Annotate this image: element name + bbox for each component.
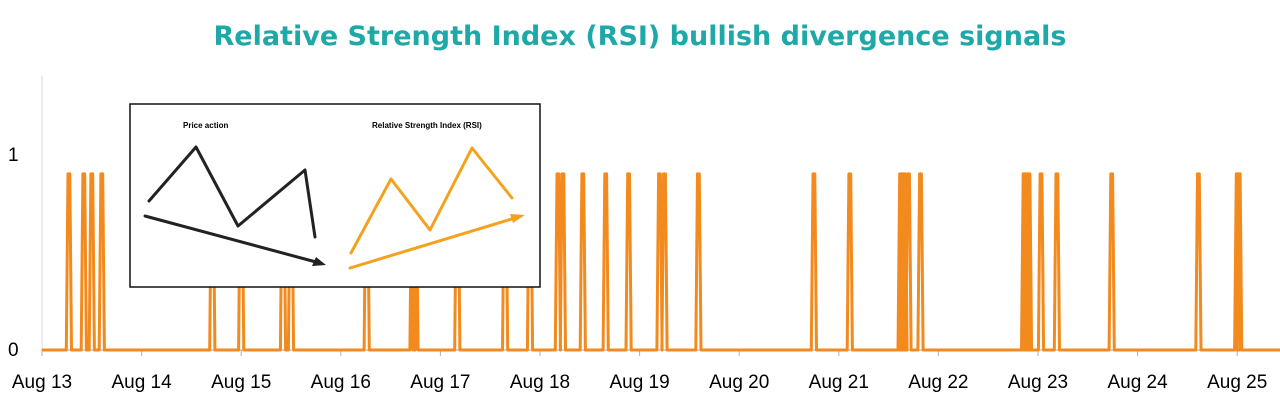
inset-rsi-trendline xyxy=(348,216,517,270)
x-tick-label: Aug 23 xyxy=(1008,372,1068,393)
x-tick-label: Aug 16 xyxy=(311,372,371,393)
x-tick-labels: Aug 13 Aug 14 Aug 15 Aug 16 Aug 17 Aug 18 Aug … xyxy=(12,372,1267,393)
inset-frame xyxy=(129,103,541,288)
inset-rsi-label: Relative Strength Index (RSI) xyxy=(372,121,482,130)
x-tick-label: Aug 20 xyxy=(709,372,769,393)
inset-price-zigzag xyxy=(147,145,317,239)
x-tick-label: Aug 13 xyxy=(12,372,72,393)
inset-rsi-arrowhead xyxy=(510,214,525,223)
x-tick-label: Aug 17 xyxy=(410,372,470,393)
y-tick-labels: 0 1 xyxy=(8,145,19,361)
x-tick-label: Aug 15 xyxy=(211,372,271,393)
inset-price-arrowhead xyxy=(312,257,326,266)
inset-rsi-zigzag xyxy=(349,146,514,255)
rsi-divergence-inset: Price action Relative Strength Index (RS… xyxy=(129,103,541,288)
inset-price-action-label: Price action xyxy=(183,121,228,130)
y-tick-label-1: 1 xyxy=(8,145,19,166)
x-tick-label: Aug 24 xyxy=(1107,372,1168,393)
x-tick-label: Aug 22 xyxy=(908,372,968,393)
x-tick-label: Aug 21 xyxy=(809,372,869,393)
x-tick-label: Aug 14 xyxy=(111,372,172,393)
x-tick-label: Aug 19 xyxy=(609,372,669,393)
y-tick-label-0: 0 xyxy=(8,340,19,361)
x-tick-label: Aug 25 xyxy=(1207,372,1267,393)
x-tick-label: Aug 18 xyxy=(510,372,570,393)
chart-title: Relative Strength Index (RSI) bullish di… xyxy=(213,21,1066,52)
inset-price-trendline xyxy=(143,214,318,264)
